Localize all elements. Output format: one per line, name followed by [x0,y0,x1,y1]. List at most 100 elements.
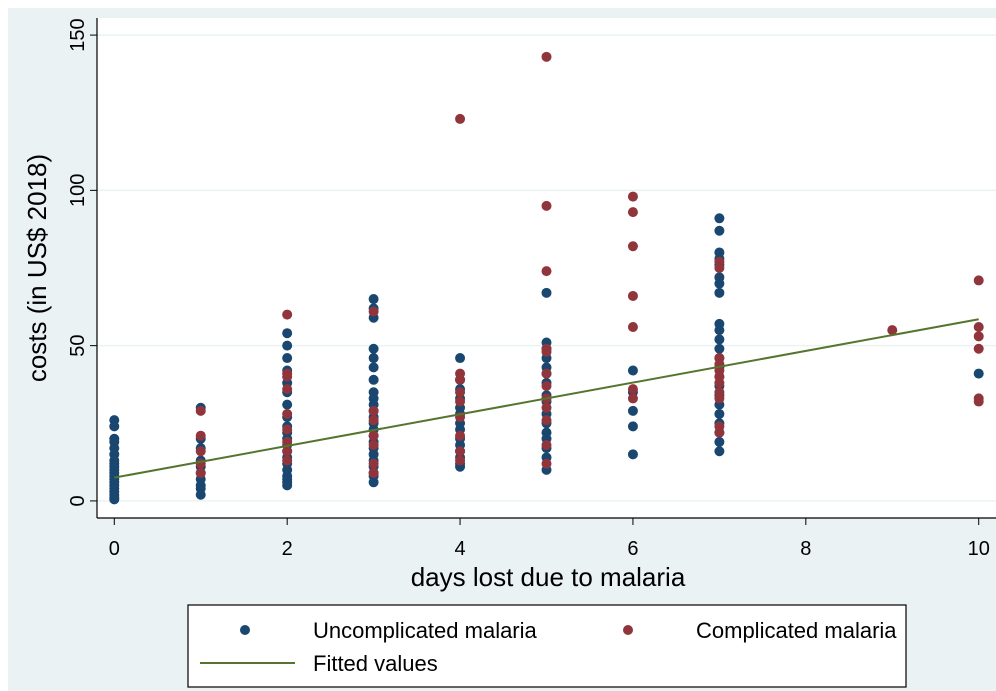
point [627,393,638,404]
point [973,368,984,379]
point [627,191,638,202]
legend-marker [240,625,250,635]
point [368,415,379,426]
point [541,346,552,357]
point [627,405,638,416]
point [714,446,725,457]
point [627,421,638,432]
x-tick-label: 0 [109,538,120,560]
point [109,421,120,432]
point [455,113,466,124]
point [282,340,293,351]
legend-label: Fitted values [313,651,438,676]
point [714,343,725,354]
point [541,51,552,62]
point [455,446,466,457]
x-tick-label: 4 [454,538,465,560]
x-tick-label: 8 [800,538,811,560]
point [282,384,293,395]
point [627,207,638,218]
point [368,353,379,364]
point [973,343,984,354]
point [455,353,466,364]
point [282,309,293,320]
point [195,446,206,457]
point [627,241,638,252]
point [282,480,293,491]
point [368,440,379,451]
point [282,371,293,382]
y-tick-label: 150 [67,18,89,51]
point [455,455,466,466]
point [541,381,552,392]
point [541,200,552,211]
y-tick-label: 100 [67,174,89,207]
point [714,213,725,224]
point [455,430,466,441]
legend [187,604,907,688]
y-axis-label: costs (in US$ 2018) [22,154,52,382]
legend-items: Uncomplicated malaria Complicated malaria… [200,618,897,676]
point [973,322,984,333]
point [541,415,552,426]
point [368,430,379,441]
point [714,263,725,273]
point [714,408,725,419]
point [195,489,206,500]
x-axis-label: days lost due to malaria [411,562,686,592]
y-tick-label: 50 [67,335,89,357]
point [368,306,379,317]
point [541,368,552,379]
point [973,396,984,407]
point [714,427,725,438]
grid [97,34,996,502]
marks [109,51,984,505]
point [714,393,725,404]
x-tick-label: 10 [968,538,990,560]
point [368,343,379,354]
point [282,436,293,447]
y-tick-label: 0 [67,495,89,506]
legend-label: Uncomplicated malaria [313,618,538,643]
axes: 0 50 100 150 0 2 4 6 8 10 [67,18,990,560]
point [368,467,379,478]
point [282,408,293,419]
point [541,287,552,298]
point [368,477,379,488]
x-tick-label: 6 [627,538,638,560]
point [282,399,293,410]
point [627,365,638,376]
point [714,377,725,388]
point [973,275,984,286]
point [455,387,466,398]
point [368,294,379,305]
point [887,325,898,336]
point [627,384,638,395]
point [368,458,379,469]
point [714,325,725,336]
point [282,446,293,457]
point [973,331,984,342]
point [714,278,725,289]
point [282,455,293,466]
point [195,467,206,478]
point [541,458,552,469]
point [195,405,206,416]
point [541,266,552,277]
point [714,436,725,447]
point [368,374,379,385]
legend-marker [623,625,633,635]
x-tick-label: 2 [282,538,293,560]
point [368,362,379,373]
point [282,424,293,435]
point [109,494,120,505]
point [195,430,206,441]
point [455,396,466,407]
point [627,322,638,333]
point [282,353,293,364]
point [627,449,638,460]
point [541,402,552,413]
point [627,290,638,301]
legend-label: Complicated malaria [696,618,897,643]
